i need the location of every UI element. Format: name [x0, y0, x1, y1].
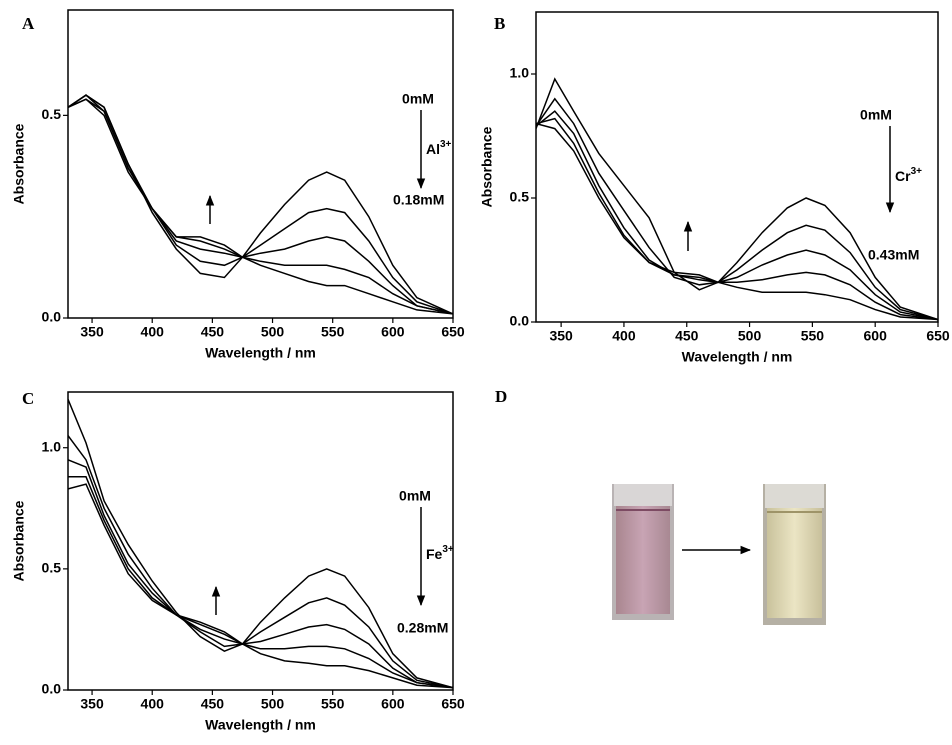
panel-label: A — [22, 14, 35, 33]
y-tick-label: 0.5 — [510, 189, 530, 205]
spectrum-line — [68, 459, 453, 689]
y-tick-label: 0.0 — [42, 681, 62, 697]
panel-label: D — [495, 387, 507, 406]
vial-photo — [612, 484, 674, 620]
annotation: 0mM — [399, 488, 431, 504]
x-tick-label: 650 — [926, 328, 950, 344]
x-tick-label: 550 — [321, 696, 345, 712]
panel-label: C — [22, 389, 34, 408]
x-axis-label: Wavelength / nm — [205, 717, 316, 733]
y-axis-label: Absorbance — [11, 500, 27, 581]
panel-label: B — [494, 14, 505, 33]
y-tick-label: 0.0 — [510, 313, 530, 329]
y-tick-label: 0.5 — [42, 560, 62, 576]
annotation: Cr3+ — [895, 166, 922, 184]
x-tick-label: 550 — [801, 328, 825, 344]
spectrum-line — [68, 98, 453, 315]
ion-charge: 3+ — [442, 544, 454, 555]
spectrum-line — [68, 476, 453, 689]
plot-frame — [535, 11, 939, 323]
x-tick-label: 650 — [441, 696, 465, 712]
annotation: 0mM — [860, 107, 892, 123]
spectrum-line — [536, 122, 938, 321]
spectrum-line — [68, 435, 453, 689]
x-tick-label: 650 — [441, 324, 465, 340]
ion: Cr — [895, 168, 911, 184]
y-axis-label: Absorbance — [479, 126, 495, 207]
vial-photo — [763, 484, 826, 625]
x-axis-label: Wavelength / nm — [682, 349, 793, 365]
ion: Al — [426, 141, 440, 157]
spectrum-line — [536, 77, 938, 321]
x-tick-label: 400 — [141, 324, 165, 340]
plot-frame — [67, 391, 454, 691]
annotation: Fe3+ — [426, 544, 454, 562]
x-tick-label: 500 — [261, 696, 285, 712]
x-tick-label: 400 — [141, 696, 165, 712]
ion-charge: 3+ — [440, 139, 452, 150]
x-tick-label: 500 — [738, 328, 762, 344]
y-tick-label: 1.0 — [42, 438, 62, 454]
spectrum-line — [536, 97, 938, 321]
spectrum-line — [68, 483, 453, 689]
annotation: 0.18mM — [393, 192, 444, 208]
y-tick-label: 0.0 — [42, 309, 62, 325]
x-tick-label: 600 — [381, 696, 405, 712]
y-axis-label: Absorbance — [11, 123, 27, 204]
x-tick-label: 600 — [864, 328, 888, 344]
annotation: Al3+ — [426, 139, 452, 157]
x-tick-label: 450 — [201, 324, 225, 340]
spectrum-line — [68, 399, 453, 689]
ion: Fe — [426, 546, 443, 562]
x-tick-label: 350 — [549, 328, 573, 344]
ion-charge: 3+ — [911, 166, 923, 177]
x-tick-label: 500 — [261, 324, 285, 340]
spectrum-line — [68, 98, 453, 315]
x-tick-label: 550 — [321, 324, 345, 340]
x-tick-label: 350 — [80, 696, 104, 712]
x-tick-label: 400 — [612, 328, 636, 344]
x-tick-label: 450 — [201, 696, 225, 712]
x-tick-label: 450 — [675, 328, 699, 344]
x-tick-label: 600 — [381, 324, 405, 340]
y-tick-label: 0.5 — [42, 106, 62, 122]
x-tick-label: 350 — [80, 324, 104, 340]
annotation: 0mM — [402, 91, 434, 107]
annotation: 0.28mM — [397, 620, 448, 636]
spectrum-line — [536, 117, 938, 321]
x-axis-label: Wavelength / nm — [205, 345, 316, 361]
annotation: 0.43mM — [868, 247, 919, 263]
y-tick-label: 1.0 — [510, 65, 530, 81]
plot-frame — [67, 9, 454, 319]
spectrum-line — [536, 110, 938, 321]
spectrum-line — [68, 94, 453, 315]
